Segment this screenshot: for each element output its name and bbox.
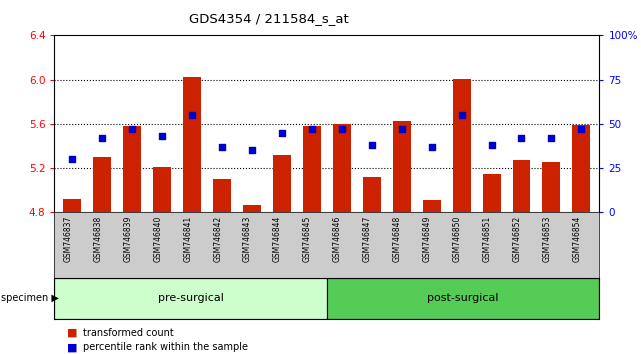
Point [307, 126, 317, 132]
Point [337, 126, 347, 132]
Text: GSM746852: GSM746852 [513, 216, 522, 262]
Text: GSM746838: GSM746838 [94, 216, 103, 262]
Text: GSM746846: GSM746846 [333, 216, 342, 262]
Point [397, 126, 407, 132]
Text: post-surgical: post-surgical [428, 293, 499, 303]
Text: transformed count: transformed count [83, 328, 174, 338]
Text: GSM746843: GSM746843 [243, 216, 252, 262]
Text: percentile rank within the sample: percentile rank within the sample [83, 342, 248, 352]
Point [187, 112, 197, 118]
Bar [542, 161, 560, 212]
Bar [243, 205, 261, 212]
Bar [453, 79, 470, 212]
Point [217, 144, 228, 150]
Text: GSM746849: GSM746849 [422, 216, 431, 262]
Bar [94, 157, 112, 212]
Bar [333, 124, 351, 212]
Text: GSM746842: GSM746842 [213, 216, 222, 262]
Point [456, 112, 467, 118]
Text: GSM746851: GSM746851 [483, 216, 492, 262]
Bar [123, 126, 141, 212]
Text: GSM746848: GSM746848 [393, 216, 402, 262]
Bar [422, 200, 440, 212]
Point [67, 156, 78, 162]
Text: GSM746850: GSM746850 [453, 216, 462, 262]
Point [487, 142, 497, 148]
Bar [393, 121, 411, 212]
Point [157, 133, 167, 139]
Text: pre-surgical: pre-surgical [158, 293, 224, 303]
Bar [54, 278, 327, 319]
Bar [303, 126, 321, 212]
Text: GDS4354 / 211584_s_at: GDS4354 / 211584_s_at [189, 12, 349, 25]
Bar [213, 179, 231, 212]
Point [127, 126, 137, 132]
Bar [513, 160, 531, 212]
Bar [153, 167, 171, 212]
Text: GSM746854: GSM746854 [572, 216, 581, 262]
Point [426, 144, 437, 150]
Bar [327, 278, 599, 319]
Bar [183, 78, 201, 212]
Bar [363, 177, 381, 212]
Point [576, 126, 587, 132]
Text: specimen ▶: specimen ▶ [1, 293, 59, 303]
Bar [63, 199, 81, 212]
Text: ■: ■ [67, 328, 78, 338]
Text: GSM746839: GSM746839 [123, 216, 132, 262]
Text: GSM746837: GSM746837 [63, 216, 72, 262]
Point [517, 135, 527, 141]
Point [97, 135, 108, 141]
Text: GSM746844: GSM746844 [273, 216, 282, 262]
Point [277, 130, 287, 136]
Text: GSM746847: GSM746847 [363, 216, 372, 262]
Bar [483, 174, 501, 212]
Text: GSM746841: GSM746841 [183, 216, 192, 262]
Text: GSM746845: GSM746845 [303, 216, 312, 262]
Point [247, 148, 257, 153]
Bar [572, 125, 590, 212]
Point [546, 135, 556, 141]
Text: ■: ■ [67, 342, 78, 352]
Text: GSM746840: GSM746840 [153, 216, 162, 262]
Bar [273, 155, 291, 212]
Point [367, 142, 377, 148]
Text: GSM746853: GSM746853 [542, 216, 551, 262]
